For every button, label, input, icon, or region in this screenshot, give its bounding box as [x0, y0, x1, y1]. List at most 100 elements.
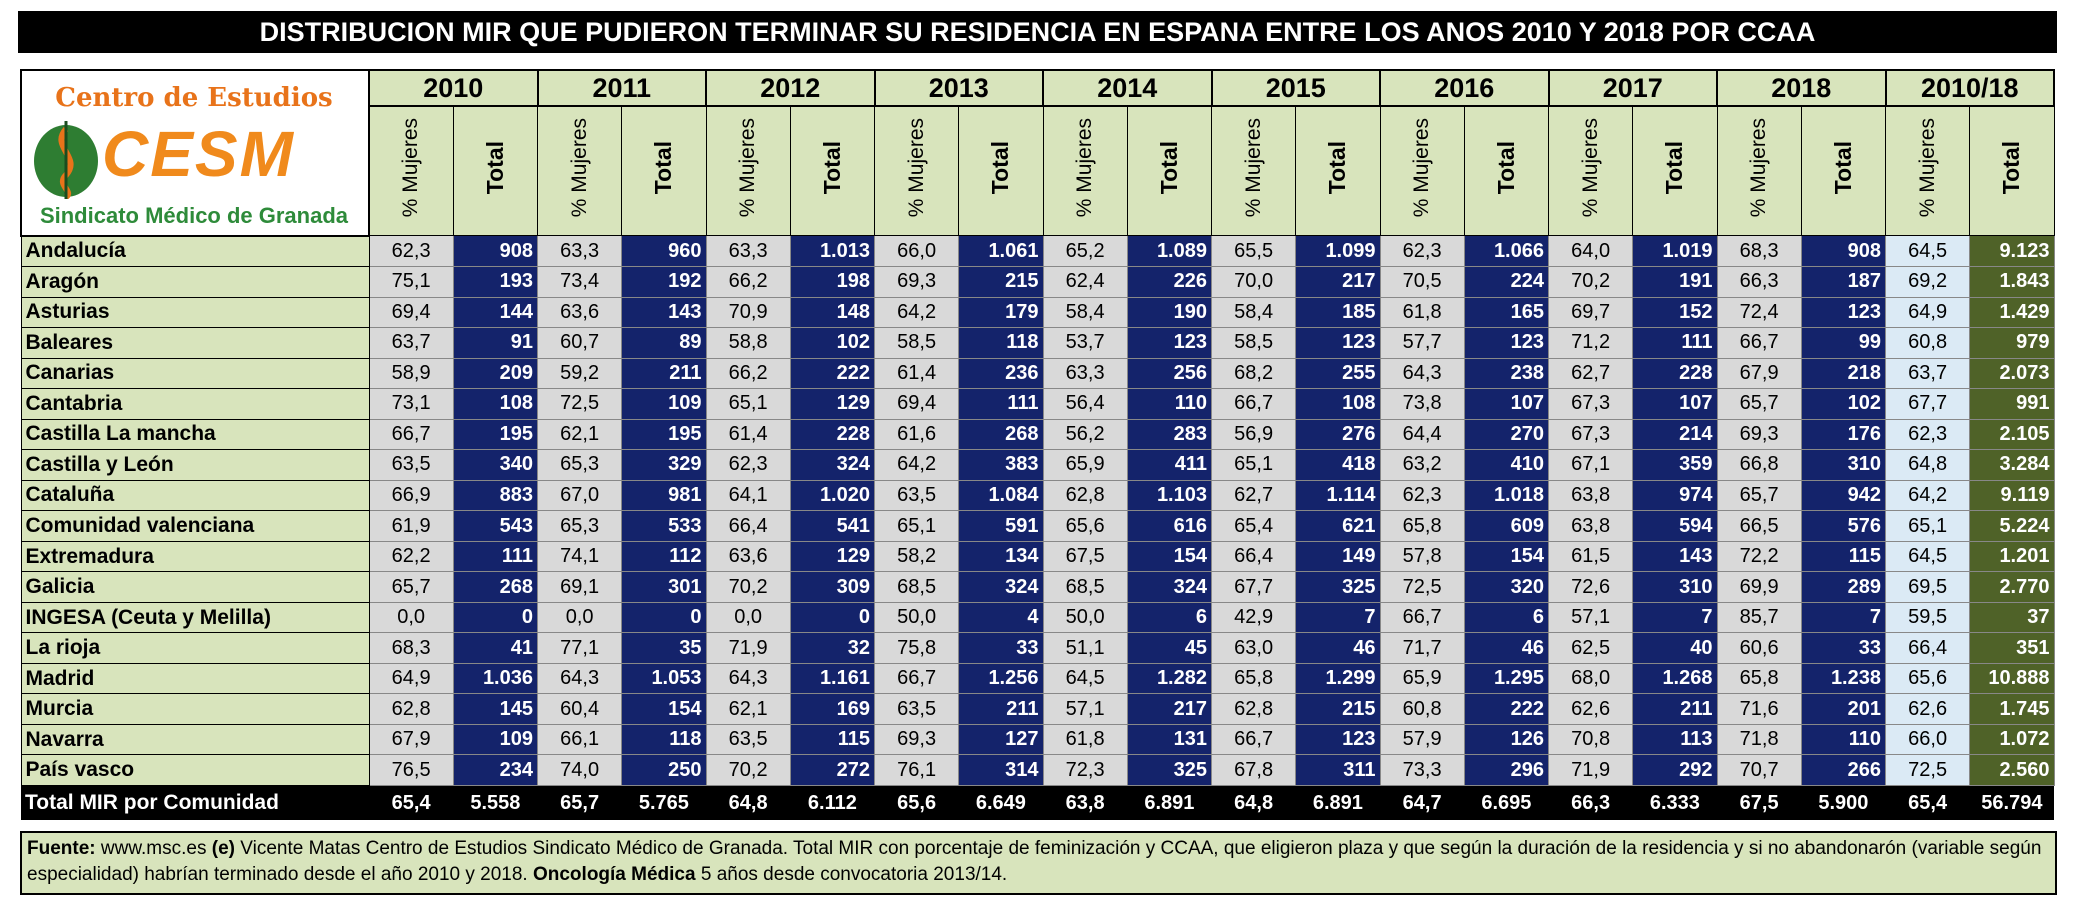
data-row: Castilla La mancha 66,7 195 62,1 195 61,4 228 6… [20, 418, 2055, 451]
total-cell: 228 [789, 418, 876, 451]
logo-cell [20, 69, 370, 237]
total-cell: 192 [621, 266, 707, 298]
percent-cell: 65,5 [1210, 234, 1297, 268]
subheader: Total [1155, 141, 1182, 195]
percent-cell: 62,6 [1884, 693, 1971, 725]
row-name: Castilla y León [20, 449, 370, 481]
percent-cell: 68,3 [368, 632, 454, 664]
percent-cell: 42,9 [1210, 601, 1297, 634]
total-cell: 102 [789, 327, 876, 359]
total-cell: 310 [1632, 571, 1718, 603]
total-cell: 270 [1463, 418, 1550, 451]
total-cell: 102 [1800, 388, 1887, 420]
total-cell: 594 [1632, 510, 1718, 542]
total-cell: 107 [1632, 388, 1718, 420]
percent-cell: 64,5 [1042, 662, 1128, 695]
total-cell: 91 [452, 327, 539, 359]
data-table: 2010 2011 2012 2013 2014 2015 2016 2017 2018 2010… [20, 69, 2055, 820]
total-cell: 6.891 [1127, 785, 1212, 820]
percent-cell: 69,4 [873, 388, 960, 420]
total-cell: 45 [1126, 632, 1213, 664]
total-cell: 908 [452, 234, 539, 268]
percent-cell: 70,2 [705, 754, 791, 786]
percent-cell: 66,4 [705, 510, 791, 542]
data-row: Baleares 63,7 91 60,7 89 58,8 102 58,5 118 53,7 12… [20, 327, 2055, 359]
row-name: Total MIR por Comunidad [21, 785, 369, 820]
total-cell: 1.036 [452, 662, 539, 695]
row-name: Extremadura [20, 540, 370, 573]
percent-cell: 66,4 [1884, 632, 1971, 664]
total-cell: 201 [1800, 693, 1887, 725]
percent-cell: 56,4 [1042, 388, 1128, 420]
total-cell: 10.888 [1969, 662, 2055, 695]
total-cell: 0 [621, 601, 707, 634]
percent-cell: 73,1 [368, 388, 454, 420]
total-cell: 2.560 [1969, 754, 2055, 786]
total-cell: 179 [958, 296, 1044, 329]
percent-cell: 64,7 [1380, 785, 1465, 820]
percent-cell: 62,8 [1210, 693, 1297, 725]
total-cell: 198 [789, 266, 876, 298]
percent-cell: 50,0 [1042, 601, 1128, 634]
total-cell: 543 [452, 510, 539, 542]
percent-cell: 58,4 [1210, 296, 1297, 329]
percent-cell: 70,9 [705, 296, 791, 329]
percent-cell: 65,8 [1210, 662, 1297, 695]
total-cell: 33 [958, 632, 1044, 664]
percent-cell: 64,2 [1884, 479, 1971, 512]
percent-cell: 65,6 [1042, 510, 1128, 542]
percent-cell: 64,5 [1884, 540, 1971, 573]
percent-cell: 67,3 [1547, 388, 1634, 420]
total-cell: 4 [958, 601, 1044, 634]
total-cell: 165 [1463, 296, 1550, 329]
percent-cell: 66,7 [1210, 388, 1297, 420]
percent-cell: 65,8 [1379, 510, 1465, 542]
percent-cell: 69,3 [873, 723, 960, 756]
footer-text: www.msc.es [100, 838, 207, 859]
percent-cell: 66,7 [873, 662, 960, 695]
percent-cell: 71,6 [1716, 693, 1802, 725]
percent-cell: 64,2 [873, 296, 960, 329]
total-cell: 1.019 [1632, 234, 1718, 268]
subheader-cell: Total [958, 105, 1044, 236]
total-cell: 217 [1126, 693, 1213, 725]
total-cell: 154 [621, 693, 707, 725]
percent-cell: 62,7 [1210, 479, 1297, 512]
total-cell: 981 [621, 479, 707, 512]
year-header: 2016 [1379, 69, 1550, 107]
total-cell: 320 [1463, 571, 1550, 603]
total-cell: 40 [1632, 632, 1718, 664]
total-cell: 268 [958, 418, 1044, 451]
total-cell: 123 [1295, 723, 1381, 756]
percent-cell: 59,5 [1884, 601, 1971, 634]
subheader-cell: % Mujeres [1884, 105, 1971, 236]
percent-cell: 61,8 [1379, 296, 1465, 329]
percent-cell: 57,1 [1042, 693, 1128, 725]
row-name: Canarias [20, 357, 370, 390]
total-cell: 979 [1969, 327, 2055, 359]
row-name: Comunidad valenciana [20, 510, 370, 542]
row-name: Murcia [20, 693, 370, 725]
total-cell: 123 [1295, 327, 1381, 359]
percent-cell: 63,5 [873, 479, 960, 512]
total-cell: 1.256 [958, 662, 1044, 695]
subheader-cell: % Mujeres [1547, 105, 1634, 236]
total-cell: 41 [452, 632, 539, 664]
percent-cell: 64,3 [1379, 357, 1465, 390]
title: DISTRIBUCION MIR QUE PUDIERON TERMINAR S… [18, 11, 2057, 53]
total-cell: 148 [789, 296, 876, 329]
percent-cell: 66,7 [1716, 327, 1802, 359]
total-cell: 129 [789, 388, 876, 420]
row-name: Navarra [20, 723, 370, 756]
percent-cell: 74,1 [536, 540, 623, 573]
total-cell: 296 [1463, 754, 1550, 786]
percent-cell: 85,7 [1716, 601, 1802, 634]
percent-cell: 70,0 [1210, 266, 1297, 298]
total-cell: 127 [958, 723, 1044, 756]
percent-cell: 76,1 [873, 754, 960, 786]
percent-cell: 63,5 [368, 449, 454, 481]
total-cell: 340 [452, 449, 539, 481]
year-header: 2018 [1716, 69, 1887, 107]
percent-cell: 53,7 [1042, 327, 1128, 359]
data-row: Cataluña 66,9 883 67,0 981 64,1 1.020 63,5 1.084… [20, 479, 2055, 512]
